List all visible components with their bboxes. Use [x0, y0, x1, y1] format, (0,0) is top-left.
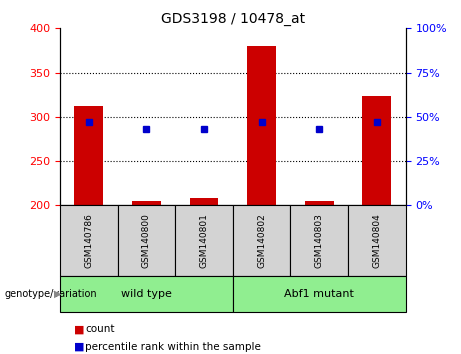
Bar: [118, 205, 175, 276]
Text: GSM140786: GSM140786: [84, 213, 93, 268]
Bar: [305, 201, 334, 205]
Text: ■: ■: [74, 342, 84, 352]
Text: GSM140804: GSM140804: [372, 213, 381, 268]
Text: count: count: [85, 324, 115, 334]
Text: percentile rank within the sample: percentile rank within the sample: [85, 342, 261, 352]
Text: ■: ■: [74, 324, 84, 334]
Text: GSM140800: GSM140800: [142, 213, 151, 268]
Bar: [233, 276, 406, 312]
Bar: [362, 96, 391, 205]
Title: GDS3198 / 10478_at: GDS3198 / 10478_at: [161, 12, 305, 26]
Text: GSM140802: GSM140802: [257, 213, 266, 268]
Bar: [175, 205, 233, 276]
Text: GSM140801: GSM140801: [200, 213, 208, 268]
Bar: [233, 205, 290, 276]
Text: wild type: wild type: [121, 289, 172, 299]
Text: genotype/variation: genotype/variation: [5, 289, 97, 299]
Bar: [74, 106, 103, 205]
Text: Abf1 mutant: Abf1 mutant: [284, 289, 354, 299]
Bar: [60, 276, 233, 312]
Text: GSM140803: GSM140803: [315, 213, 324, 268]
Bar: [132, 201, 161, 205]
Bar: [348, 205, 406, 276]
Bar: [189, 198, 219, 205]
Bar: [60, 205, 118, 276]
Text: ▶: ▶: [54, 289, 61, 299]
Bar: [247, 46, 276, 205]
Bar: [290, 205, 348, 276]
